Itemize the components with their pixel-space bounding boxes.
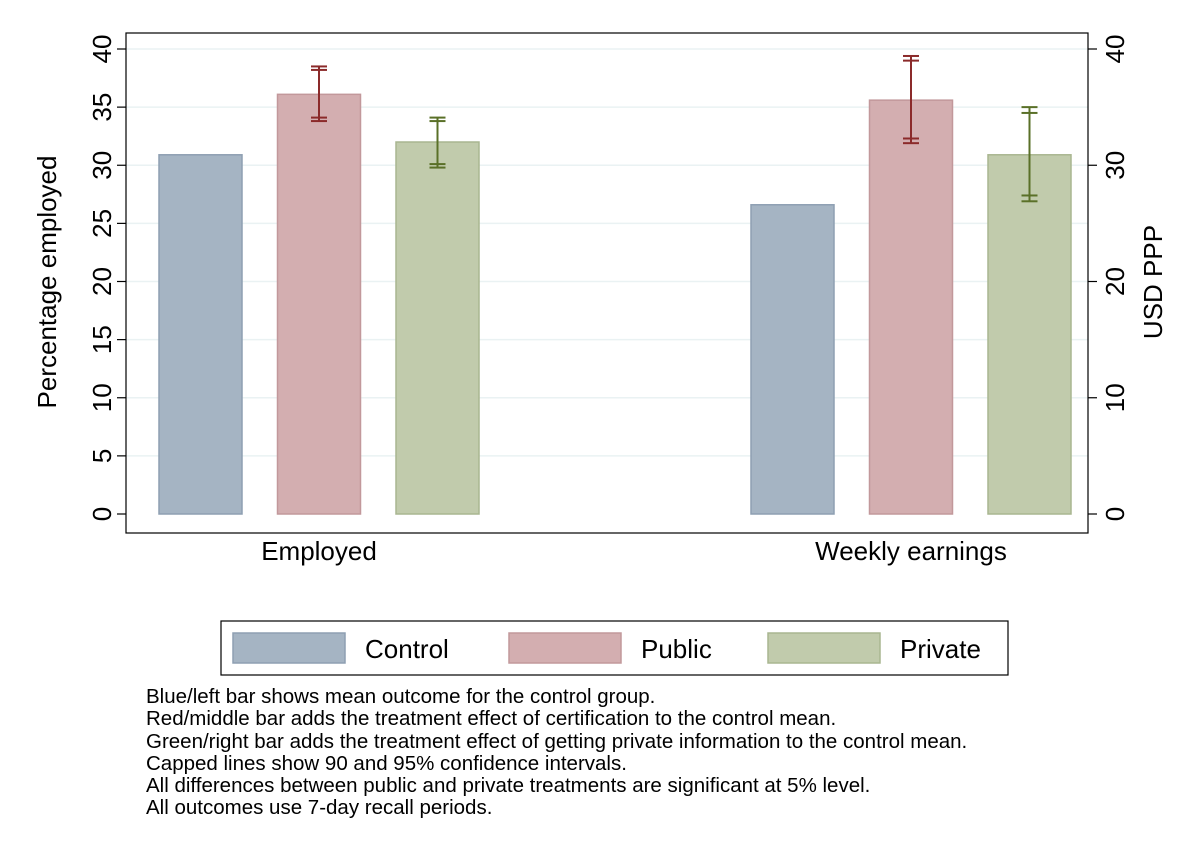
legend-label-public: Public (641, 634, 712, 664)
note-line: All outcomes use 7-day recall periods. (146, 796, 493, 820)
legend-swatch-control (232, 632, 346, 664)
bar-private-1 (395, 141, 480, 515)
plot-frame (125, 32, 1089, 534)
x-category-label: Weekly earnings (815, 536, 1007, 566)
right-tick-label: 40 (1100, 35, 1130, 64)
right-tick-label: 10 (1100, 383, 1130, 412)
note-line: Blue/left bar shows mean outcome for the… (146, 685, 656, 708)
bar-control-2 (750, 204, 835, 515)
legend-swatch-public (508, 632, 622, 664)
bar-control-1 (158, 154, 243, 515)
note-line: Green/right bar adds the treatment effec… (146, 729, 968, 753)
right-y-axis: 0 10 20 30 40 (1088, 35, 1130, 521)
note-line: All differences between public and priva… (146, 774, 871, 798)
legend-label-private: Private (900, 634, 981, 664)
left-tick-label: 25 (87, 209, 117, 238)
bars (158, 93, 1072, 515)
right-tick-label: 20 (1100, 267, 1130, 296)
left-tick-label: 35 (87, 93, 117, 122)
note-line: Red/middle bar adds the treatment effect… (146, 707, 837, 731)
left-y-axis: 0 5 10 15 20 25 30 35 40 (87, 35, 126, 521)
right-tick-label: 30 (1100, 151, 1130, 180)
left-tick-label: 20 (87, 267, 117, 296)
left-tick-label: 5 (87, 449, 117, 463)
error-bars (311, 54, 1038, 203)
bar-private-2 (987, 154, 1072, 515)
left-tick-label: 30 (87, 151, 117, 180)
note-line: Capped lines show 90 and 95% confidence … (146, 751, 627, 775)
left-tick-label: 40 (87, 35, 117, 64)
legend-label-control: Control (365, 634, 449, 664)
x-category-label: Employed (261, 536, 377, 566)
chart-notes: Blue/left bar shows mean outcome for the… (146, 685, 1186, 820)
left-tick-label: 0 (87, 507, 117, 521)
bar-public-2 (868, 99, 954, 515)
right-tick-label: 0 (1100, 507, 1130, 521)
left-tick-label: 10 (87, 383, 117, 412)
right-y-axis-title: USD PPP (1138, 225, 1168, 339)
bar-public-1 (276, 93, 362, 515)
x-axis-labels: Employed Weekly earnings (261, 536, 1007, 566)
left-y-axis-title: Percentage employed (32, 156, 62, 409)
left-tick-label: 15 (87, 325, 117, 354)
legend: Control Public Private (220, 620, 1009, 676)
legend-swatch-private (767, 632, 881, 664)
